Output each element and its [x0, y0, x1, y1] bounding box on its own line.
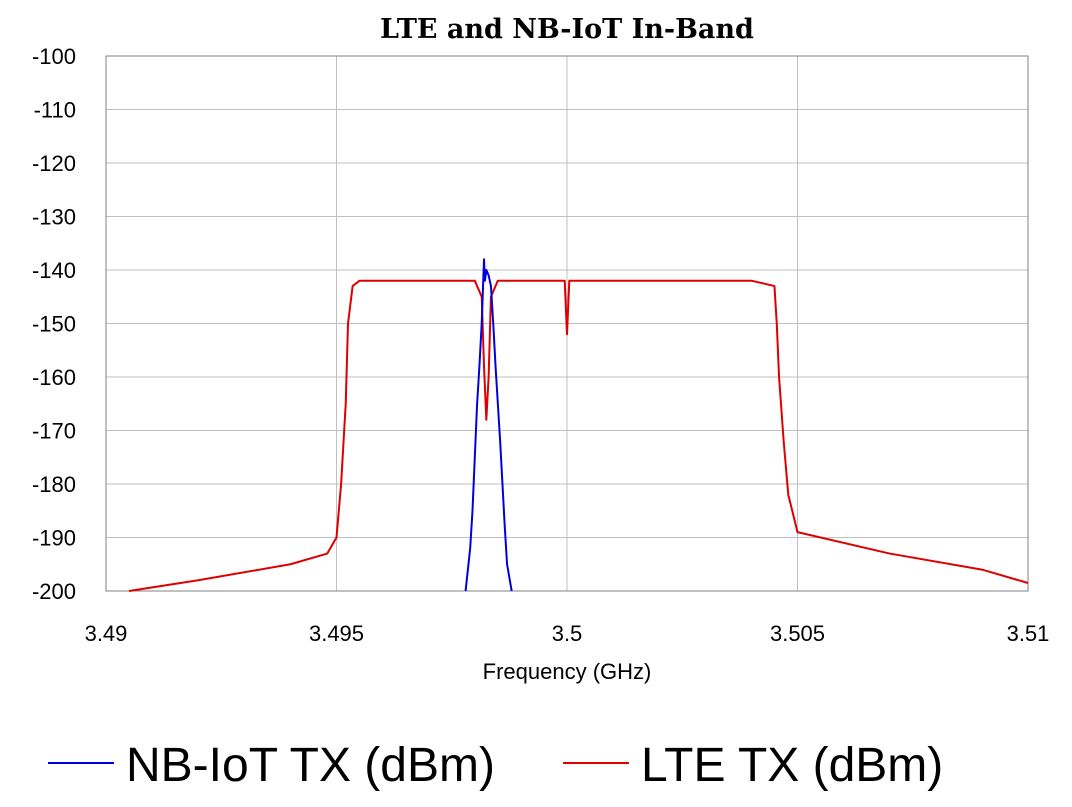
y-tick-label: -200: [32, 579, 76, 604]
legend: NB-IoT TX (dBm) LTE TX (dBm): [48, 739, 943, 792]
plot-frame: [105, 55, 1029, 592]
y-tick-label: -130: [32, 205, 76, 230]
x-tick-label: 3.495: [309, 621, 364, 646]
y-tick-label: -190: [32, 526, 76, 551]
legend-label-lte-tx-dbm: LTE TX (dBm): [641, 739, 943, 792]
x-axis-label: Frequency (GHz): [483, 659, 652, 684]
series-line-lte-tx-dbm: [128, 279, 1029, 592]
y-tick-label: -170: [32, 419, 76, 444]
y-tick-label: -140: [32, 258, 76, 283]
y-tick-label: -110: [34, 98, 76, 123]
series-line-nb-iot-tx-dbm: [464, 258, 513, 592]
x-tick-label: 3.5: [552, 621, 583, 646]
y-tick-label: -160: [32, 365, 76, 390]
chart-title: LTE and NB-IoT In-Band: [380, 14, 754, 45]
y-tick-labels: -100 -110 -120 -130 -140 -150 -160 -170 -180 -190…: [32, 44, 76, 604]
x-tick-label: 3.51: [1007, 621, 1050, 646]
x-tick-label: 3.49: [85, 621, 128, 646]
legend-label-nb-iot-tx-dbm: NB-IoT TX (dBm): [126, 739, 495, 792]
y-tick-label: -150: [32, 312, 76, 337]
y-tick-label: -100: [32, 44, 76, 69]
series-layer: [128, 258, 1029, 592]
x-tick-label: 3.505: [770, 621, 825, 646]
x-tick-labels: 3.49 3.495 3.5 3.505 3.51: [85, 621, 1050, 646]
y-tick-label: -120: [32, 151, 76, 176]
y-tick-label: -180: [32, 472, 76, 497]
